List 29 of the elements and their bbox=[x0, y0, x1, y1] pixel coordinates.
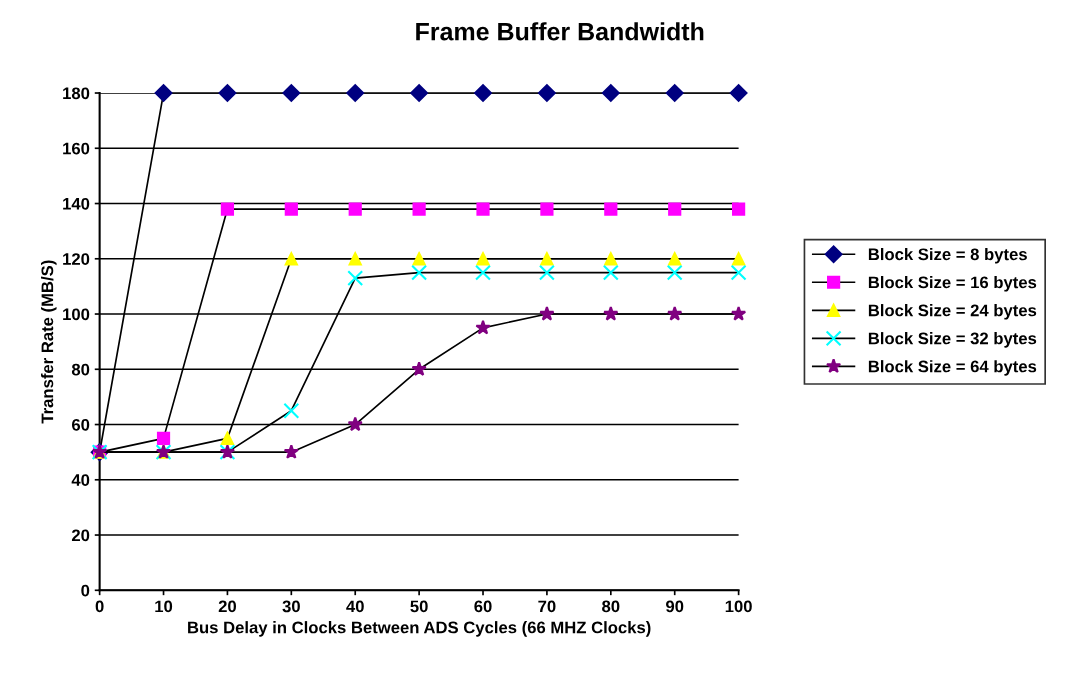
y-tick-label: 60 bbox=[71, 418, 90, 431]
legend-label: Block Size = 16 bytes bbox=[868, 276, 1037, 292]
y-tick-label: 100 bbox=[63, 308, 90, 321]
y-tick-label: 140 bbox=[63, 197, 90, 210]
legend-label: Block Size = 8 bytes bbox=[868, 247, 1027, 264]
y-tick-label: 0 bbox=[81, 584, 90, 597]
x-tick-label: 50 bbox=[410, 600, 428, 613]
y-tick-label: 120 bbox=[63, 253, 90, 265]
x-axis-title: Bus Delay in Clocks Between ADS Cycles (66 MHZ Clocks) bbox=[188, 621, 651, 637]
x-tick-label: 20 bbox=[218, 600, 237, 613]
x-tick-label: 70 bbox=[538, 600, 556, 613]
y-tick-label: 180 bbox=[63, 87, 90, 100]
y-axis-title: Transfer Rate (MB/S) bbox=[41, 260, 57, 424]
legend-label: Block Size = 64 bytes bbox=[868, 360, 1037, 376]
y-tick-label: 40 bbox=[71, 474, 90, 486]
x-tick-label: 10 bbox=[155, 600, 173, 613]
x-tick-label: 0 bbox=[95, 600, 104, 613]
y-tick-label: 160 bbox=[63, 142, 90, 155]
x-tick-label: 90 bbox=[666, 600, 684, 613]
y-tick-label: 20 bbox=[71, 529, 90, 542]
chart-title: Frame Buffer Bandwidth bbox=[416, 22, 704, 41]
y-tick-label: 80 bbox=[71, 363, 90, 376]
x-tick-label: 40 bbox=[346, 600, 364, 613]
x-tick-label: 60 bbox=[474, 600, 492, 613]
legend-label: Block Size = 24 bytes bbox=[868, 304, 1037, 320]
legend-label: Block Size = 32 bytes bbox=[868, 332, 1037, 348]
x-tick-label: 100 bbox=[725, 600, 752, 613]
x-tick-label: 80 bbox=[602, 600, 620, 613]
x-tick-label: 30 bbox=[282, 600, 300, 613]
